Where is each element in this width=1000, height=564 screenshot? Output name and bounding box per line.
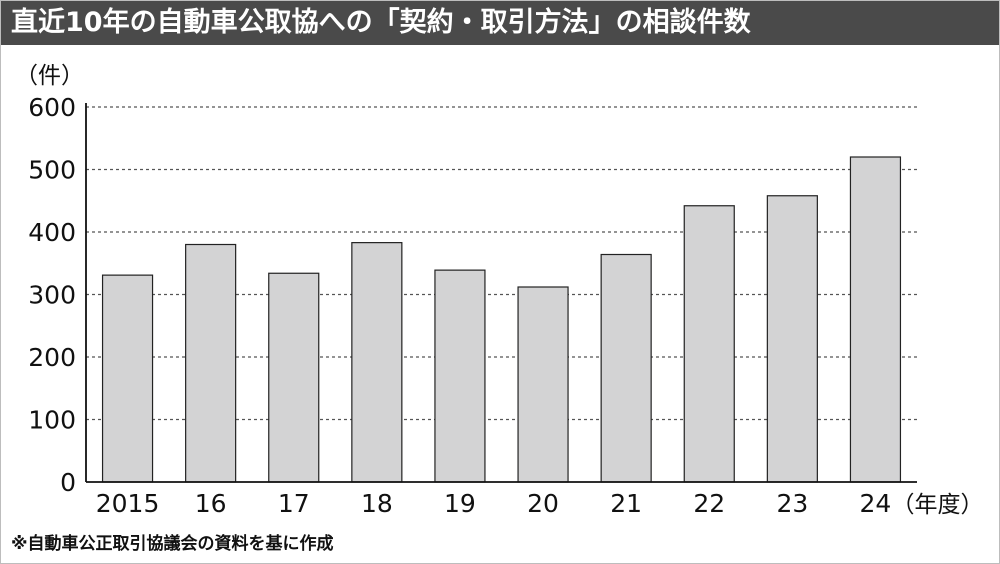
bar (434, 269, 486, 483)
y-tick-label: 600 (28, 93, 76, 122)
bar (600, 253, 652, 483)
x-tick-label: 20 (527, 489, 559, 518)
chart-title: 直近10年の自動車公取協への「契約・取引方法」の相談件数 (11, 7, 751, 38)
x-tick-label: 17 (278, 489, 310, 518)
axes (85, 103, 917, 483)
y-tick-label: 400 (28, 218, 76, 247)
source-note: ※自動車公正取引協議会の資料を基に作成 (11, 534, 334, 554)
title-bar: 直近10年の自動車公取協への「契約・取引方法」の相談件数 (1, 1, 999, 45)
bar (351, 242, 403, 483)
bars (101, 156, 902, 483)
bar (101, 274, 154, 483)
x-axis-label: （年度） (891, 492, 983, 518)
x-tick-label: 23 (776, 489, 808, 518)
bar (849, 156, 902, 483)
tick-labels: 0 100 200 300 400 500 600 2015 16 17 18 19 20 21 22 23 2… (15, 63, 983, 518)
x-tick-label: 16 (195, 489, 227, 518)
x-tick-label: 19 (444, 489, 476, 518)
bar (185, 243, 237, 483)
bar-chart: 0 100 200 300 400 500 600 2015 16 17 18 19 20 21 22 23 2… (15, 63, 983, 518)
x-tick-label: 24 (860, 489, 892, 518)
x-tick-label: 21 (610, 489, 642, 518)
y-tick-label: 300 (28, 281, 76, 310)
bar (517, 286, 569, 483)
y-tick-label: 500 (28, 156, 76, 185)
y-tick-label: 100 (28, 406, 76, 435)
bar (683, 205, 735, 483)
y-axis-label: （件） (15, 63, 84, 89)
y-tick-label: 200 (28, 343, 76, 372)
bar (766, 195, 818, 483)
x-tick-label: 2015 (96, 489, 160, 518)
x-tick-label: 18 (361, 489, 393, 518)
x-tick-label: 22 (693, 489, 725, 518)
y-tick-label: 0 (60, 468, 76, 497)
bar (268, 272, 320, 483)
